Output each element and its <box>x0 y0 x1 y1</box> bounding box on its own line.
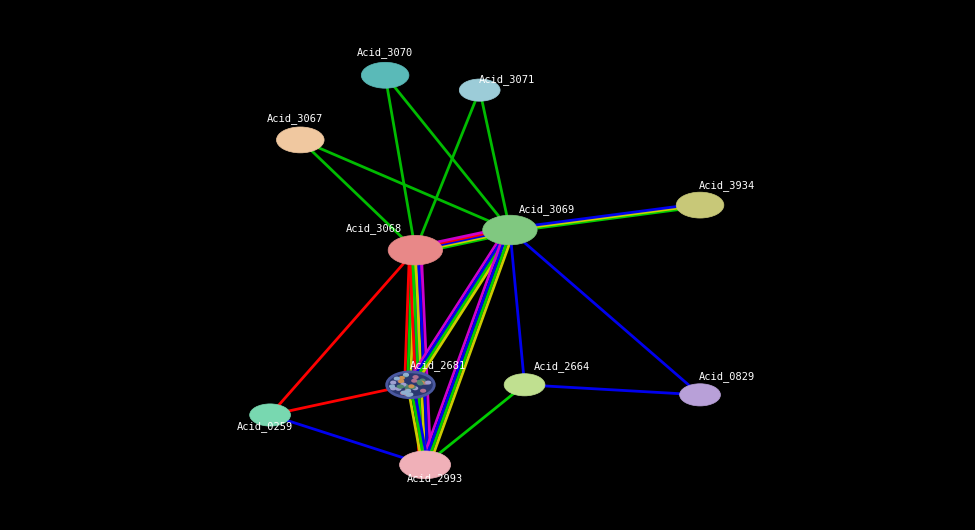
Text: Acid_2681: Acid_2681 <box>410 360 466 371</box>
Text: Acid_2664: Acid_2664 <box>533 361 590 372</box>
Circle shape <box>483 215 537 245</box>
Circle shape <box>399 385 404 388</box>
Circle shape <box>398 385 402 388</box>
Circle shape <box>421 390 425 392</box>
Circle shape <box>406 390 410 392</box>
Circle shape <box>419 381 424 384</box>
Circle shape <box>423 382 428 384</box>
Circle shape <box>418 382 423 385</box>
Circle shape <box>404 374 409 376</box>
Circle shape <box>412 387 417 390</box>
Circle shape <box>504 374 545 396</box>
Circle shape <box>401 383 406 386</box>
Circle shape <box>399 380 404 383</box>
Text: Acid_3934: Acid_3934 <box>699 180 756 191</box>
Text: Acid_3070: Acid_3070 <box>357 47 413 58</box>
Circle shape <box>405 393 410 395</box>
Circle shape <box>388 235 443 265</box>
Circle shape <box>459 79 500 101</box>
Circle shape <box>409 385 413 387</box>
Text: Acid_3071: Acid_3071 <box>479 74 535 85</box>
Circle shape <box>410 386 415 388</box>
Circle shape <box>680 384 721 406</box>
Circle shape <box>406 388 410 391</box>
Circle shape <box>395 377 399 380</box>
Circle shape <box>406 390 410 392</box>
Circle shape <box>426 381 431 384</box>
Circle shape <box>404 374 409 377</box>
Circle shape <box>400 377 405 379</box>
Circle shape <box>250 404 291 426</box>
Circle shape <box>420 379 425 382</box>
Text: Acid_3067: Acid_3067 <box>267 113 324 124</box>
Circle shape <box>411 379 416 382</box>
Text: Acid_3068: Acid_3068 <box>346 223 403 234</box>
Circle shape <box>390 385 395 387</box>
Circle shape <box>277 127 324 153</box>
Circle shape <box>362 63 409 88</box>
Circle shape <box>401 392 406 394</box>
Circle shape <box>418 382 423 384</box>
Text: Acid_0259: Acid_0259 <box>237 421 293 432</box>
Text: Acid_2993: Acid_2993 <box>407 473 463 484</box>
Circle shape <box>396 387 401 390</box>
Circle shape <box>391 381 396 384</box>
Text: Acid_0829: Acid_0829 <box>699 371 756 382</box>
Circle shape <box>413 376 418 378</box>
Circle shape <box>403 384 408 387</box>
Circle shape <box>417 381 421 383</box>
Circle shape <box>677 192 723 218</box>
Circle shape <box>402 391 407 394</box>
Circle shape <box>422 382 427 384</box>
Circle shape <box>408 393 412 396</box>
Circle shape <box>403 392 408 394</box>
Text: Acid_3069: Acid_3069 <box>519 204 575 215</box>
Circle shape <box>400 451 450 479</box>
Circle shape <box>407 394 411 396</box>
Circle shape <box>387 372 434 398</box>
Circle shape <box>398 379 403 382</box>
Circle shape <box>391 387 396 390</box>
